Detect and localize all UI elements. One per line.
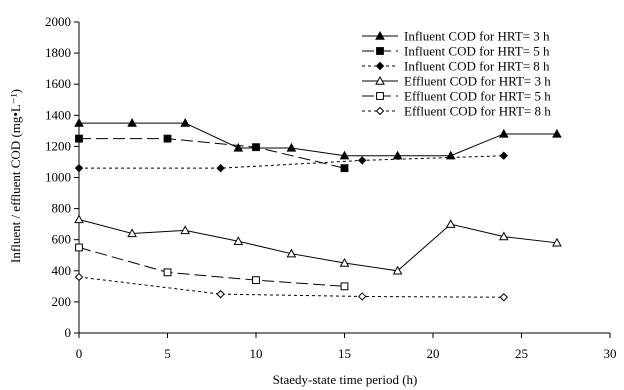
x-tick-label: 0 (76, 346, 83, 361)
data-point (339, 257, 350, 267)
data-point (357, 292, 367, 301)
data-point (376, 92, 384, 100)
y-tick-label: 2000 (45, 14, 71, 29)
y-tick-label: 200 (52, 294, 72, 309)
legend-entry: Effluent COD for HRT= 8 h (362, 104, 551, 119)
data-point (75, 134, 83, 143)
data-point (127, 228, 137, 238)
x-axis-title: Staedy-state time period (h) (273, 372, 418, 387)
legend-entry: Influent COD for HRT= 3 h (362, 29, 550, 44)
y-tick-label: 1800 (45, 45, 71, 60)
series-line (78, 219, 557, 272)
data-point (340, 282, 349, 291)
series-line (79, 138, 345, 169)
y-tick-label: 1600 (45, 76, 71, 91)
series-line (79, 155, 504, 169)
legend-label: Influent COD for HRT= 8 h (404, 59, 550, 74)
data-point (127, 118, 137, 127)
data-point (163, 134, 172, 143)
x-tick-label: 5 (164, 346, 171, 361)
data-point (216, 289, 225, 299)
data-point (75, 243, 83, 252)
legend-label: Effluent COD for HRT= 8 h (404, 104, 551, 119)
legend-entry: Influent COD for HRT= 8 h (362, 59, 550, 74)
y-tick-label: 1400 (45, 107, 71, 122)
data-point (376, 47, 384, 55)
legend-label: Effluent COD for HRT= 3 h (404, 74, 551, 89)
y-tick-label: 1000 (45, 170, 71, 185)
data-point (233, 142, 244, 152)
data-point (392, 265, 403, 275)
legend-label: Influent COD for HRT= 5 h (404, 44, 550, 59)
x-tick-label: 20 (427, 346, 440, 361)
series-line (78, 276, 504, 298)
data-point (375, 30, 385, 40)
data-point (357, 156, 367, 165)
data-point (340, 164, 349, 173)
data-point (499, 293, 509, 302)
data-point (498, 128, 509, 138)
series-line (78, 246, 345, 287)
legend-label: Effluent COD for HRT= 5 h (404, 89, 551, 104)
data-point (180, 118, 191, 127)
legend-entry: Effluent COD for HRT= 3 h (362, 74, 551, 89)
x-tick-label: 15 (338, 346, 351, 361)
data-point (499, 151, 509, 160)
series-line (79, 122, 557, 157)
legend-entry: Influent COD for HRT= 5 h (362, 44, 550, 59)
data-point (375, 61, 385, 71)
series (74, 272, 509, 302)
y-axis-title: Influent / effluent COD (mg•L⁻¹) (8, 89, 23, 263)
data-point (445, 219, 456, 228)
data-point (74, 272, 84, 282)
data-point (552, 128, 562, 138)
data-point (286, 248, 297, 258)
x-tick-label: 25 (515, 346, 528, 361)
y-tick-label: 1200 (45, 138, 71, 153)
series (74, 151, 509, 173)
axes: 0 200 400 600 800 1000 1200 1400 1600 1800 2000 0 5 1… (45, 14, 617, 361)
series (75, 243, 349, 291)
data-point (498, 231, 509, 241)
y-tick-label: 400 (52, 263, 72, 278)
y-tick-label: 600 (52, 232, 72, 247)
data-point (180, 225, 191, 235)
legend-entry: Effluent COD for HRT= 5 h (362, 89, 551, 104)
series (75, 134, 349, 173)
data-point (216, 163, 225, 173)
data-point (74, 118, 84, 127)
data-point (339, 150, 350, 160)
data-point (74, 163, 84, 173)
data-point (552, 237, 562, 247)
x-tick-label: 30 (604, 346, 617, 361)
data-point (375, 106, 385, 116)
data-point (252, 276, 260, 285)
y-tick-label: 0 (65, 325, 72, 340)
data-point (252, 143, 260, 152)
x-tick-label: 10 (250, 346, 263, 361)
series (74, 118, 562, 160)
y-tick-label: 800 (52, 201, 72, 216)
legend-label: Influent COD for HRT= 3 h (404, 29, 550, 44)
data-point (286, 142, 297, 152)
data-point (233, 236, 244, 245)
data-point (163, 268, 172, 277)
data-point (74, 214, 84, 224)
data-point (375, 75, 385, 85)
series (74, 214, 562, 275)
series-layer (74, 118, 562, 302)
